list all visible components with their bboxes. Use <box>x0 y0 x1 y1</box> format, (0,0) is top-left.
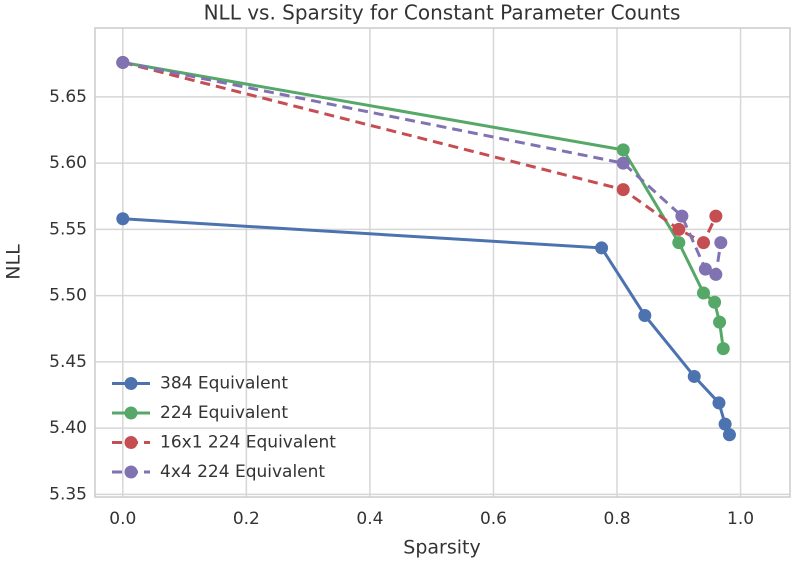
plot-frame <box>94 27 791 498</box>
point <box>709 209 723 223</box>
point <box>116 212 130 226</box>
x-tick-label: 0.6 <box>480 509 507 529</box>
y-tick-label: 5.35 <box>49 484 87 504</box>
legend-label: 16x1 224 Equivalent <box>160 433 336 453</box>
x-tick-label: 0.8 <box>603 509 630 529</box>
x-tick-label: 0.0 <box>109 509 136 529</box>
point <box>722 428 736 442</box>
point <box>714 236 728 250</box>
legend-marker <box>124 406 138 420</box>
point <box>638 308 652 322</box>
point <box>116 55 130 69</box>
x-tick-label: 0.4 <box>356 509 383 529</box>
y-tick-label: 5.60 <box>49 153 87 173</box>
point <box>712 396 726 410</box>
legend-marker <box>124 436 138 449</box>
point <box>595 241 609 255</box>
legend-label: 4x4 224 Equivalent <box>160 462 325 482</box>
series-line <box>122 60 723 277</box>
point <box>709 267 723 281</box>
x-tick-label: 0.2 <box>233 509 260 529</box>
point <box>687 369 701 383</box>
point <box>697 236 711 250</box>
x-axis-label: Sparsity <box>403 537 480 559</box>
y-tick-label: 5.50 <box>49 286 87 306</box>
point <box>708 295 722 309</box>
y-tick-label: 5.40 <box>49 418 87 438</box>
point <box>616 156 630 170</box>
series-line <box>122 60 725 349</box>
y-axis-label: NLL <box>3 244 25 280</box>
x-tick-label: 1.0 <box>727 509 754 529</box>
legend-label: 224 Equivalent <box>160 403 288 423</box>
point <box>672 222 686 236</box>
point <box>616 183 630 197</box>
point <box>672 236 686 250</box>
point <box>698 262 712 276</box>
y-tick-label: 5.65 <box>49 87 87 107</box>
y-tick-label: 5.55 <box>49 219 87 239</box>
point <box>697 286 711 300</box>
legend-marker <box>124 377 138 390</box>
chart-title: NLL vs. Sparsity for Constant Parameter … <box>204 1 681 25</box>
point <box>713 315 727 329</box>
y-tick-label: 5.45 <box>49 352 87 372</box>
legend-marker <box>124 465 138 479</box>
point <box>675 209 689 223</box>
point <box>616 143 630 157</box>
legend-label: 384 Equivalent <box>160 374 288 394</box>
point <box>716 342 730 356</box>
point <box>718 417 732 431</box>
